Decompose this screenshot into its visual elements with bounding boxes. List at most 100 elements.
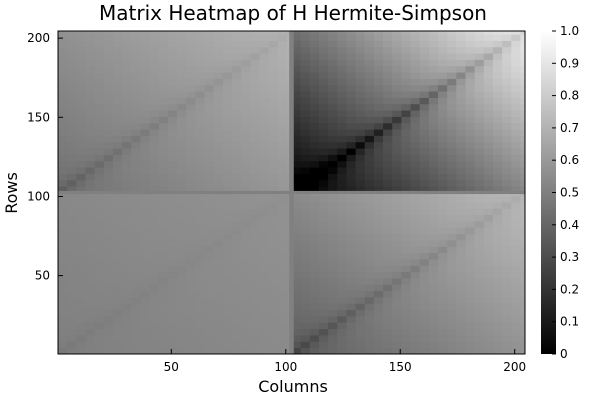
heatmap-cell xyxy=(259,179,270,187)
heatmap-cell xyxy=(300,328,311,336)
heatmap-cell xyxy=(85,316,96,323)
heatmap-cell xyxy=(259,167,270,174)
heatmap-cell xyxy=(392,208,402,216)
heatmap-cell xyxy=(177,65,187,73)
heatmap-cell xyxy=(158,179,169,187)
heatmap-cell xyxy=(383,110,393,117)
heatmap-cell xyxy=(410,303,421,311)
heatmap-cell xyxy=(465,167,476,174)
heatmap-cell xyxy=(328,72,338,79)
heatmap-cell xyxy=(383,290,393,298)
heatmap-cell xyxy=(67,309,77,317)
colorbar-tick-label: 0.8 xyxy=(560,89,579,103)
heatmap-cell xyxy=(268,179,279,187)
colorbar-tick-label: 0.5 xyxy=(560,186,579,200)
heatmap-cell xyxy=(447,252,457,260)
heatmap-cell xyxy=(291,227,302,235)
heatmap-cell xyxy=(85,214,96,222)
heatmap-cell xyxy=(474,309,485,317)
heatmap-cell xyxy=(259,110,270,117)
heatmap-cell xyxy=(346,192,356,197)
heatmap-cell xyxy=(67,179,77,187)
heatmap-cell xyxy=(259,34,270,41)
heatmap-cell xyxy=(346,347,356,355)
heatmap-cell xyxy=(410,335,421,342)
heatmap-cell xyxy=(112,284,123,292)
heatmap-cell xyxy=(520,227,526,235)
heatmap-cell xyxy=(277,78,288,86)
heatmap-cell xyxy=(268,214,279,222)
heatmap-cell xyxy=(277,233,288,241)
heatmap-cell xyxy=(94,59,105,67)
heatmap-cell xyxy=(492,186,503,193)
heatmap-cell xyxy=(410,278,421,285)
heatmap-cell xyxy=(410,259,421,266)
heatmap-cell xyxy=(112,265,123,273)
heatmap-cell xyxy=(140,91,150,98)
heatmap-cell xyxy=(268,154,279,162)
heatmap-cell xyxy=(250,167,260,174)
heatmap-cell xyxy=(241,154,251,162)
heatmap-cell xyxy=(383,34,393,41)
heatmap-cell xyxy=(355,129,366,136)
heatmap-cell xyxy=(392,110,402,117)
heatmap-cell xyxy=(447,297,457,304)
heatmap-cell xyxy=(392,34,402,41)
heatmap-cell xyxy=(222,252,233,260)
heatmap-cell xyxy=(268,160,279,168)
heatmap-cell xyxy=(250,246,260,254)
heatmap-cell xyxy=(328,271,338,279)
heatmap-cell xyxy=(149,335,160,342)
heatmap-cell xyxy=(474,271,485,279)
heatmap-cell xyxy=(186,78,196,86)
heatmap-cell xyxy=(85,53,96,60)
heatmap-cell xyxy=(428,195,439,203)
heatmap-cell xyxy=(122,167,132,174)
heatmap-cell xyxy=(167,202,178,209)
heatmap-cell xyxy=(76,84,86,92)
heatmap-cell xyxy=(428,91,439,98)
heatmap-cell xyxy=(428,208,439,216)
heatmap-cell xyxy=(241,160,251,168)
heatmap-cell xyxy=(149,265,160,273)
heatmap-cell xyxy=(85,240,96,247)
heatmap-cell xyxy=(383,202,393,209)
heatmap-cell xyxy=(456,129,466,136)
heatmap-cell xyxy=(67,129,77,136)
heatmap-cell xyxy=(492,173,503,181)
heatmap-cell xyxy=(300,316,311,323)
heatmap-cell xyxy=(112,271,123,279)
heatmap-cell xyxy=(167,221,178,228)
heatmap-cell xyxy=(250,148,260,155)
heatmap-cell xyxy=(456,252,466,260)
heatmap-cell xyxy=(131,116,141,124)
heatmap-cell xyxy=(122,179,132,187)
heatmap-cell xyxy=(309,214,320,222)
heatmap-cell xyxy=(438,46,448,54)
heatmap-cell xyxy=(259,303,270,311)
heatmap-cell xyxy=(94,240,105,247)
heatmap-cell xyxy=(94,72,105,79)
heatmap-cell xyxy=(337,167,347,174)
heatmap-cell xyxy=(511,173,521,181)
heatmap-cell xyxy=(140,233,150,241)
heatmap-cell xyxy=(277,46,288,54)
heatmap-cell xyxy=(346,154,356,162)
heatmap-cell xyxy=(250,284,260,292)
heatmap-cell xyxy=(383,167,393,174)
heatmap-cell xyxy=(122,240,132,247)
heatmap-cell xyxy=(149,208,160,216)
heatmap-cell xyxy=(85,309,96,317)
heatmap-cell xyxy=(241,265,251,273)
heatmap-cell xyxy=(222,173,233,181)
heatmap-cell xyxy=(149,341,160,349)
heatmap-cell xyxy=(428,78,439,86)
heatmap-cell xyxy=(112,46,123,54)
heatmap-cell xyxy=(94,284,105,292)
heatmap-cell xyxy=(410,116,421,124)
heatmap-cell xyxy=(76,148,86,155)
heatmap-cell xyxy=(474,72,485,79)
heatmap-cell xyxy=(474,303,485,311)
heatmap-cell xyxy=(328,46,338,54)
heatmap-cell xyxy=(122,122,132,130)
